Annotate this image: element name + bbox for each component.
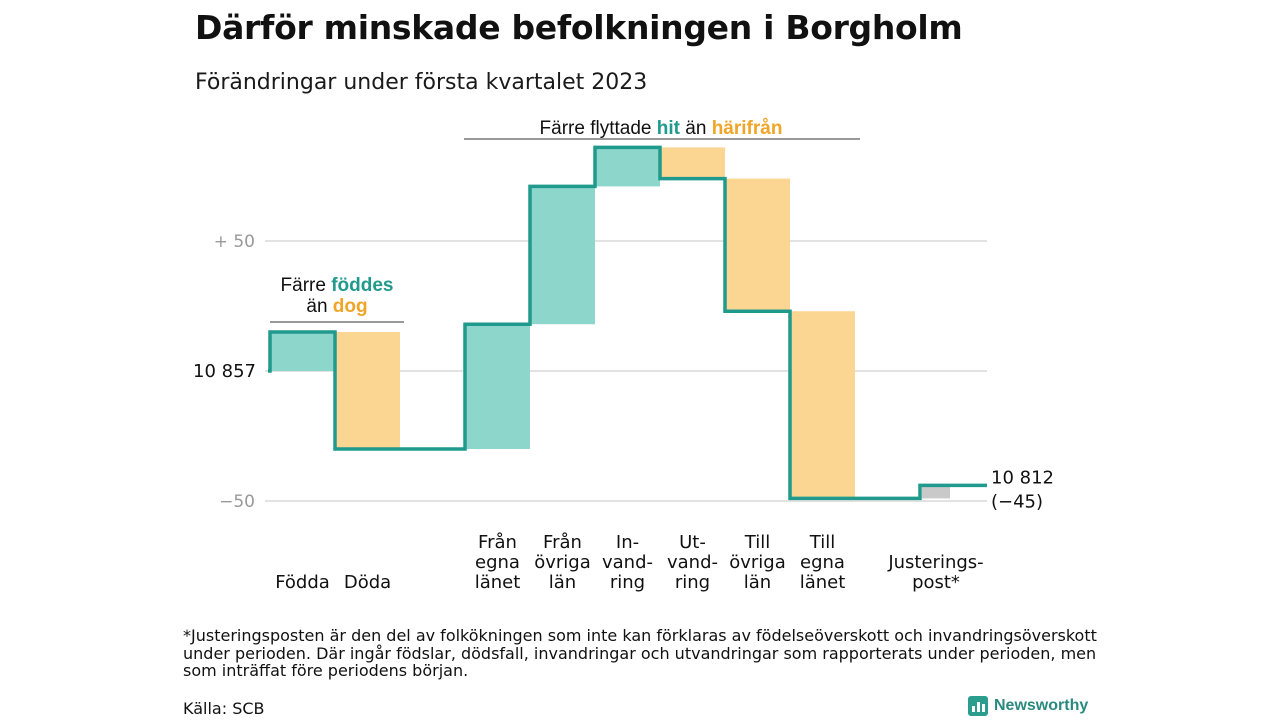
category-label: Till: [744, 532, 770, 553]
annotation-migration: Färre flyttade hit än härifrån: [540, 118, 783, 139]
annotation-part: föddes: [331, 275, 393, 296]
category-label: Till: [809, 532, 835, 553]
chart-subtitle: Förändringar under första kvartalet 2023: [195, 70, 648, 95]
start-value-label: 10 857: [193, 361, 256, 382]
end-change-label: (−45): [991, 491, 1043, 512]
category-label: vand-: [602, 552, 653, 573]
bar-döda: [335, 332, 400, 449]
annotation-part: än: [680, 118, 712, 139]
annotation-part: dog: [333, 296, 368, 317]
bar-från: [530, 186, 595, 325]
category-label: län: [549, 572, 576, 593]
bar-chart-icon: [968, 696, 988, 716]
bar-ut-: [660, 147, 725, 179]
end-value-label: 10 812: [991, 467, 1054, 488]
category-label: Ut-: [679, 532, 706, 553]
annotation-part: Färre: [281, 275, 332, 296]
y-tick-label: + 50: [214, 232, 255, 252]
bar-justerings-: [922, 485, 950, 499]
annotation-part: härifrån: [712, 118, 783, 139]
source-label: Källa: SCB: [183, 699, 265, 718]
annotation-part: hit: [657, 118, 681, 139]
bar-födda: [270, 332, 335, 371]
category-label: post*: [912, 572, 960, 593]
annotation-births-deaths: Färre föddes: [281, 275, 394, 296]
annotation-part: än: [306, 296, 332, 317]
bar-till: [725, 178, 790, 312]
category-label: In-: [616, 532, 639, 553]
annotation-part: Färre flyttade: [540, 118, 657, 139]
category-label: Döda: [344, 572, 391, 593]
category-label: Födda: [275, 572, 330, 593]
bar-in-: [595, 147, 660, 187]
footnote: *Justeringsposten är den del av folkökni…: [183, 626, 1097, 680]
category-label: län: [744, 572, 771, 593]
category-label: ring: [675, 572, 710, 593]
category-label: länet: [475, 572, 521, 593]
category-label: Justerings-: [887, 552, 983, 573]
category-label: övriga: [729, 552, 786, 573]
category-label: egna: [800, 552, 845, 573]
category-label: övriga: [534, 552, 591, 573]
annotation-births-deaths-line2: än dog: [306, 296, 367, 317]
y-tick-label: −50: [219, 492, 255, 512]
category-label: vand-: [667, 552, 718, 573]
bar-från: [465, 324, 530, 449]
category-label: Från: [478, 532, 517, 553]
category-label: länet: [800, 572, 846, 593]
category-label: egna: [475, 552, 520, 573]
newsworthy-logo: Newsworthy: [968, 696, 1088, 716]
category-label: ring: [610, 572, 645, 593]
brand-name: Newsworthy: [994, 697, 1089, 714]
category-label: Från: [543, 532, 582, 553]
cumulative-step-line: [268, 145, 987, 501]
bar-till: [790, 311, 855, 499]
chart-title: Därför minskade befolkningen i Borgholm: [195, 8, 963, 47]
